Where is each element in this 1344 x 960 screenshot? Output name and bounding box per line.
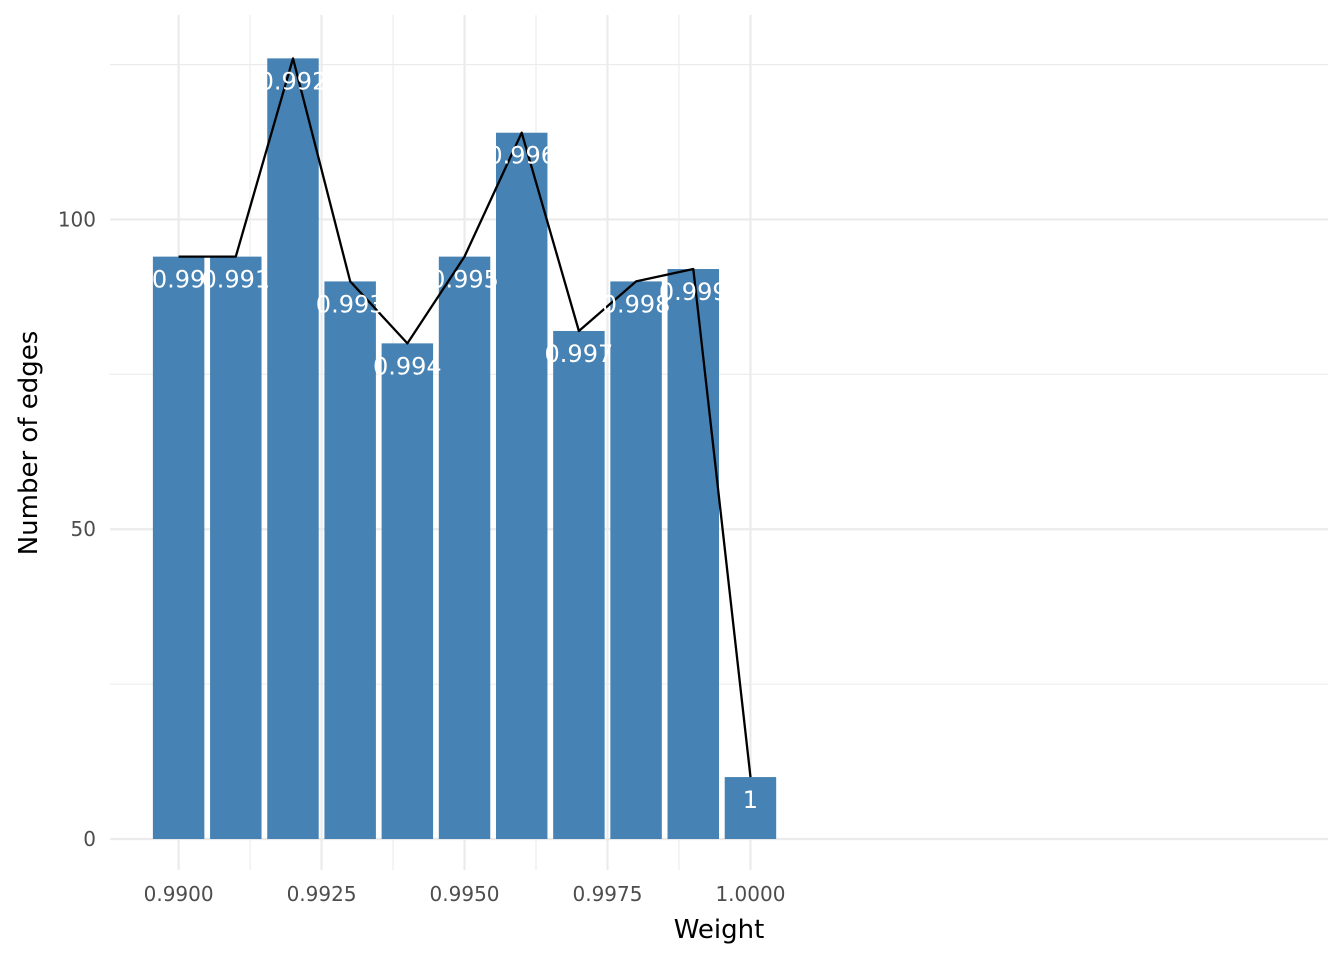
x-axis-title: Weight (674, 915, 765, 945)
bar-labels: 0.990.991 0.992 0.993 0.994 0.995 0.996 0.997 0… (152, 67, 758, 814)
trend-line (178, 57, 752, 778)
bar (324, 281, 376, 840)
bar (267, 58, 319, 840)
bar-label: 0.992 (259, 67, 328, 95)
y-axis-ticks: 0 50 100 (58, 207, 96, 851)
y-tick-label: 50 (71, 517, 96, 541)
bar (495, 132, 548, 840)
x-tick-label: 1.0000 (715, 882, 785, 906)
bar-label: 0.991 (201, 266, 270, 294)
y-axis-title: Number of edges (14, 331, 44, 556)
bar-label: 0.994 (373, 352, 442, 380)
y-tick-label: 0 (83, 827, 96, 851)
bar (667, 269, 719, 840)
x-tick-label: 0.9975 (573, 882, 643, 906)
bar-label: 0.999 (659, 278, 728, 306)
x-tick-label: 0.9950 (430, 882, 500, 906)
bar (610, 281, 662, 840)
bar-label: 0.998 (602, 290, 671, 318)
bar-label: 0.993 (316, 290, 385, 318)
bar (724, 777, 777, 840)
bar (381, 343, 434, 840)
bars (152, 58, 777, 840)
trend-line-path (178, 57, 752, 778)
bar-label: 0.995 (430, 266, 499, 294)
bar-label: 1 (743, 786, 758, 814)
bar-label: 0.996 (487, 142, 556, 170)
bar (152, 256, 205, 840)
x-tick-label: 0.9900 (144, 882, 214, 906)
x-tick-label: 0.9925 (287, 882, 357, 906)
bar-label: 0.997 (545, 340, 614, 368)
bar (438, 256, 491, 840)
bar-label: 0.99 (152, 266, 205, 294)
y-tick-label: 100 (58, 207, 96, 231)
x-axis-ticks: 0.9900 0.9925 0.9950 0.9975 1.0000 (144, 882, 786, 906)
bar (210, 256, 262, 840)
bar (553, 330, 605, 840)
